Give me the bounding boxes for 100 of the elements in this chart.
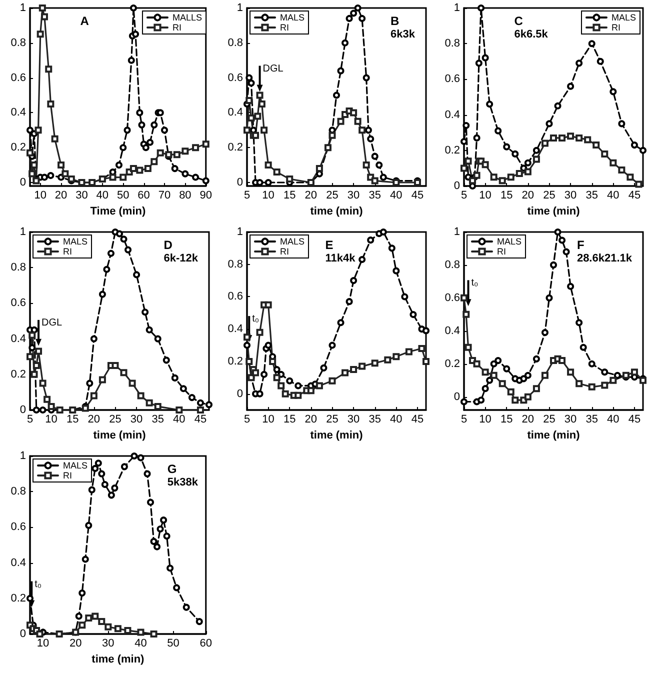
x-axis-title: Time (min) <box>90 206 146 218</box>
x-tick-label: 45 <box>194 414 207 426</box>
x-tick-label: 45 <box>628 414 641 426</box>
x-tick-label: 15 <box>500 190 513 202</box>
x-axis-title: time (min) <box>527 430 580 442</box>
x-tick-label: 5 <box>244 190 250 202</box>
annotation: t₀ <box>471 278 478 289</box>
y-tick-label: 0.6 <box>10 521 26 534</box>
y-tick-label: 0.2 <box>10 368 26 380</box>
x-tick-label: 40 <box>134 638 147 650</box>
y-tick-label: 0.8 <box>444 38 460 50</box>
x-tick-label: 5 <box>244 414 250 426</box>
text: 5k38k <box>167 476 199 488</box>
y-tick-label: 0.2 <box>10 142 26 154</box>
x-tick-label: 70 <box>158 190 171 202</box>
x-tick-label: 35 <box>152 414 164 426</box>
y-tick-label: 0.6 <box>228 290 243 303</box>
x-tick-label: 35 <box>368 414 381 426</box>
x-tick-label: 60 <box>200 638 212 650</box>
x-tick-label: 20 <box>304 190 318 202</box>
y-tick-label: 0.6 <box>444 73 460 86</box>
y-tick-label: 0.8 <box>228 258 243 270</box>
x-tick-label: 10 <box>262 414 274 426</box>
x-tick-label: 20 <box>69 638 82 650</box>
x-tick-label: 40 <box>607 414 620 426</box>
annotation: DGL <box>42 317 63 328</box>
x-tick-label: 10 <box>34 190 46 202</box>
y-tick-label: 0.8 <box>228 36 243 49</box>
text: E <box>325 238 334 252</box>
y-tick-label: 1 <box>20 2 26 14</box>
text: C <box>514 14 524 28</box>
y-tick-label: 0.6 <box>444 292 460 304</box>
y-tick-label: 0.4 <box>10 556 26 569</box>
x-tick-label: 15 <box>66 414 79 426</box>
y-tick-label: 1 <box>20 226 26 238</box>
y-tick-label: 0.4 <box>228 106 243 119</box>
y-tick-label: 0.4 <box>228 323 243 336</box>
x-tick-label: 10 <box>479 190 492 202</box>
legend-label: MALLS <box>172 12 202 22</box>
legend-label: RI <box>172 22 182 32</box>
y-tick-label: 1 <box>454 2 460 14</box>
x-tick-label: 20 <box>54 190 68 202</box>
legend-label: RI <box>280 22 289 32</box>
x-tick-label: 20 <box>88 414 100 426</box>
y-tick-label: 0 <box>454 390 460 403</box>
x-tick-label: 90 <box>200 190 212 202</box>
text: 6k6.5k <box>514 28 549 40</box>
x-tick-label: 30 <box>564 414 577 426</box>
legend-label: RI <box>497 246 506 256</box>
x-axis-title: time (min) <box>93 430 146 442</box>
y-tick-label: 1 <box>454 226 460 238</box>
x-tick-label: 30 <box>347 414 360 426</box>
text: D <box>164 238 173 252</box>
x-tick-label: 50 <box>167 638 180 650</box>
x-tick-label: 30 <box>102 638 114 650</box>
y-tick-label: 0.4 <box>10 332 26 345</box>
y-tick-label: 0.8 <box>10 262 26 274</box>
annotation: t₀ <box>252 314 260 325</box>
legend-label: MALS <box>611 12 636 22</box>
y-tick-label: 1 <box>20 450 26 462</box>
x-axis-title: time (min) <box>527 206 580 218</box>
x-tick-label: 15 <box>283 414 296 426</box>
x-tick-label: 25 <box>109 414 122 426</box>
y-tick-label: 0.2 <box>444 358 460 370</box>
y-tick-label: 0.4 <box>444 108 460 121</box>
y-tick-label: 0.8 <box>10 36 26 49</box>
x-axis-title: time (min) <box>310 430 364 442</box>
legend-label: MALS <box>63 460 88 470</box>
x-tick-label: 30 <box>130 414 143 426</box>
text: A <box>80 14 90 28</box>
text: 11k4k <box>325 252 356 264</box>
x-axis-title: time (min) <box>92 654 145 666</box>
x-tick-label: 35 <box>586 414 598 426</box>
text: B <box>390 14 400 28</box>
x-tick-label: 30 <box>347 190 360 202</box>
y-tick-label: 0.8 <box>444 258 460 271</box>
y-tick-label: 0 <box>20 404 26 416</box>
legend-label: MALS <box>280 12 305 22</box>
y-tick-label: 0.4 <box>10 106 26 119</box>
x-tick-label: 45 <box>411 190 424 202</box>
x-tick-label: 40 <box>390 190 402 202</box>
x-tick-label: 20 <box>522 414 534 426</box>
x-tick-label: 30 <box>564 190 577 202</box>
x-axis-title: time (min) <box>310 206 364 218</box>
x-tick-label: 40 <box>96 190 109 202</box>
x-tick-label: 40 <box>607 190 620 202</box>
x-tick-label: 10 <box>36 638 50 650</box>
y-tick-label: 0.2 <box>228 355 243 368</box>
x-tick-label: 5 <box>460 190 468 202</box>
x-tick-label: 15 <box>283 190 296 202</box>
x-tick-label: 25 <box>326 414 338 426</box>
x-tick-label: 40 <box>173 414 186 426</box>
x-tick-label: 25 <box>543 414 556 426</box>
x-tick-label: 40 <box>390 414 402 426</box>
x-tick-label: 5 <box>26 414 34 426</box>
legend-label: RI <box>63 470 72 480</box>
text: 6k-12k <box>164 252 199 264</box>
y-tick-label: 0.2 <box>228 142 243 154</box>
y-tick-label: 0.2 <box>10 592 26 604</box>
y-tick-label: 1 <box>236 226 243 238</box>
